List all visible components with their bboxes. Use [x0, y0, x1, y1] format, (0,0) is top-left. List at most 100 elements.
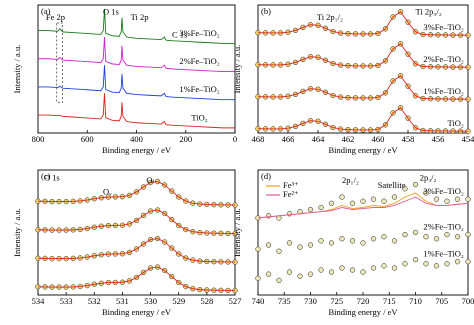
spectrum-line — [38, 65, 235, 101]
spectrum-line — [257, 11, 469, 36]
panel-label: (d) — [261, 171, 271, 181]
data-point — [423, 190, 429, 196]
x-tick-label: 710 — [409, 296, 422, 306]
x-axis-label: Binding energy / eV — [328, 307, 398, 317]
data-point — [381, 234, 387, 240]
data-point — [370, 196, 377, 202]
x-tick-label: 0 — [233, 134, 237, 144]
data-point — [349, 200, 356, 206]
data-point — [339, 236, 345, 242]
annotation: Fe 2p — [46, 12, 65, 22]
series-label: 1%Fe–TiO₂ — [179, 84, 219, 94]
series-label: 1%Fe–TiO₂ — [423, 249, 463, 259]
annotation: 2p₃/₂ — [420, 173, 437, 183]
x-tick-label: 600 — [81, 134, 94, 144]
data-point — [255, 275, 261, 281]
x-tick-label: 533 — [60, 296, 73, 306]
data-point — [465, 231, 471, 238]
data-point — [391, 194, 398, 200]
data-point — [360, 269, 366, 275]
x-tick-label: 528 — [200, 296, 213, 306]
data-point — [265, 242, 272, 248]
annotation: Satellite — [378, 180, 406, 190]
data-point — [339, 265, 345, 271]
data-point — [381, 263, 387, 269]
annotation: Oᵥ — [103, 186, 112, 196]
x-tick-label: 800 — [32, 134, 45, 144]
data-point — [454, 196, 461, 202]
data-point — [391, 238, 398, 244]
data-point — [286, 240, 293, 246]
x-tick-label: 529 — [172, 296, 185, 306]
data-point — [360, 240, 366, 246]
x-axis-label: Binding energy / eV — [102, 145, 172, 155]
data-point — [307, 242, 314, 248]
annotation: O 1s — [103, 7, 119, 17]
data-point — [402, 231, 408, 238]
x-tick-label: 534 — [32, 296, 46, 306]
x-tick-label: 454 — [462, 134, 474, 144]
data-point — [328, 269, 335, 275]
annotation: Ti 2p — [131, 12, 149, 22]
series-label: 2%Fe–TiO₂ — [423, 222, 463, 232]
data-point — [423, 261, 429, 267]
x-axis-label: Binding energy / eV — [102, 307, 172, 317]
data-point — [423, 234, 429, 240]
y-axis-label: Intensity / a.u. — [232, 208, 242, 257]
spectrum-line — [257, 43, 469, 68]
y-axis-label: Intensity / a.u. — [12, 45, 22, 94]
x-tick-label: 530 — [144, 296, 157, 306]
legend-label: Fe³⁺ — [283, 180, 299, 190]
annotation: 2p₁/₂ — [342, 175, 359, 185]
series-label: TiO₂ — [447, 118, 463, 128]
data-point — [433, 196, 440, 202]
x-tick-label: 715 — [383, 296, 396, 306]
spectrum-line — [38, 93, 235, 129]
data-point — [402, 186, 408, 192]
x-tick-label: 730 — [304, 296, 317, 306]
data-point — [255, 246, 261, 252]
x-tick-label: 527 — [229, 296, 242, 306]
data-point — [465, 259, 471, 265]
x-tick-label: 464 — [312, 134, 326, 144]
annotation: Ti 2p₁/₂ — [317, 12, 343, 22]
plot-area — [255, 181, 471, 284]
x-tick-label: 460 — [372, 134, 385, 144]
fe-region-box — [56, 22, 63, 103]
data-point — [276, 277, 282, 284]
legend-label: Fe²⁺ — [283, 189, 299, 199]
data-point — [318, 204, 324, 211]
fit-line — [257, 196, 469, 219]
y-axis-label: Intensity / a.u. — [232, 45, 242, 94]
panel-label: (b) — [261, 6, 271, 16]
x-tick-label: 705 — [435, 296, 448, 306]
data-point — [339, 194, 345, 200]
series-label: 1%Fe–TiO₂ — [423, 86, 463, 96]
data-point — [328, 200, 335, 206]
data-point — [370, 236, 377, 242]
data-point — [444, 231, 450, 238]
annotation: O 1s — [44, 173, 60, 183]
data-point — [412, 181, 419, 188]
x-tick-label: 466 — [282, 134, 295, 144]
data-point — [286, 211, 293, 217]
spectrum-line — [257, 107, 469, 132]
data-point — [433, 263, 440, 269]
y-axis-label: Intensity / a.u. — [12, 208, 22, 257]
data-point — [297, 273, 303, 279]
data-point — [402, 261, 408, 267]
spectrum-line — [37, 266, 236, 292]
annotation: C 1s — [172, 30, 187, 40]
annotation: Oₗ — [146, 175, 154, 185]
data-point — [444, 261, 450, 267]
data-point — [328, 240, 335, 246]
data-point — [307, 206, 314, 213]
data-point — [412, 229, 419, 236]
data-point — [465, 196, 471, 202]
spectrum-line — [37, 238, 236, 263]
data-point — [286, 269, 293, 275]
series-label: 3%Fe–TiO₂ — [423, 186, 463, 196]
data-point — [433, 236, 440, 242]
data-point — [318, 238, 324, 244]
